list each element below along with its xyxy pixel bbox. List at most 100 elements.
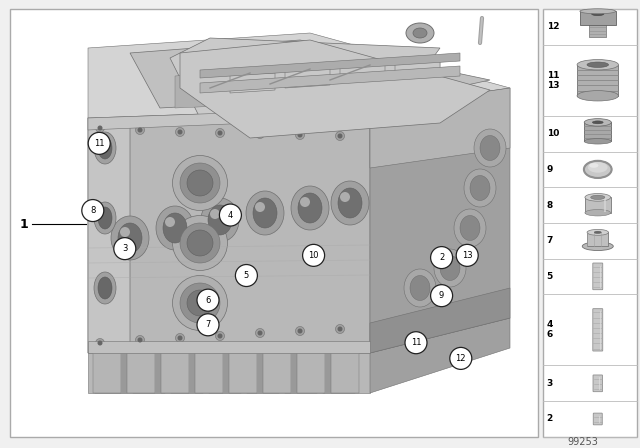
Polygon shape — [88, 108, 370, 130]
Ellipse shape — [120, 227, 130, 237]
Ellipse shape — [175, 128, 184, 137]
Ellipse shape — [296, 130, 305, 139]
Polygon shape — [171, 373, 203, 393]
Polygon shape — [200, 66, 460, 93]
Polygon shape — [170, 38, 440, 118]
Ellipse shape — [173, 155, 227, 211]
Ellipse shape — [94, 272, 116, 304]
Polygon shape — [331, 353, 359, 393]
Polygon shape — [323, 373, 355, 393]
Ellipse shape — [585, 210, 611, 216]
Ellipse shape — [593, 121, 603, 124]
Polygon shape — [370, 318, 510, 393]
Polygon shape — [88, 353, 370, 393]
Ellipse shape — [335, 132, 344, 141]
Ellipse shape — [585, 194, 611, 201]
Ellipse shape — [156, 206, 194, 250]
Polygon shape — [370, 88, 510, 353]
Polygon shape — [230, 73, 275, 93]
Ellipse shape — [470, 176, 490, 201]
Ellipse shape — [584, 138, 611, 144]
Ellipse shape — [589, 163, 598, 168]
Polygon shape — [88, 341, 370, 353]
Polygon shape — [88, 33, 510, 118]
Text: 10: 10 — [547, 129, 559, 138]
Ellipse shape — [337, 134, 342, 138]
Polygon shape — [209, 373, 241, 393]
Text: 4
6: 4 6 — [547, 320, 553, 339]
Ellipse shape — [331, 181, 369, 225]
Ellipse shape — [95, 339, 104, 348]
Polygon shape — [247, 373, 279, 393]
Text: 5: 5 — [244, 271, 249, 280]
Polygon shape — [130, 40, 490, 108]
Ellipse shape — [173, 215, 227, 271]
Ellipse shape — [165, 217, 175, 227]
Ellipse shape — [177, 129, 182, 134]
Ellipse shape — [175, 333, 184, 343]
Ellipse shape — [255, 328, 264, 337]
Polygon shape — [370, 288, 510, 353]
Ellipse shape — [587, 229, 609, 235]
Ellipse shape — [582, 242, 613, 250]
Bar — [584, 122, 611, 141]
Circle shape — [82, 199, 104, 222]
Ellipse shape — [591, 12, 604, 16]
Polygon shape — [223, 353, 229, 393]
Bar — [589, 24, 606, 37]
Polygon shape — [230, 70, 275, 105]
Polygon shape — [340, 64, 385, 99]
FancyBboxPatch shape — [593, 263, 603, 290]
Circle shape — [450, 347, 472, 370]
Text: 11
13: 11 13 — [547, 71, 559, 90]
Ellipse shape — [136, 336, 145, 345]
Polygon shape — [200, 53, 460, 78]
Ellipse shape — [474, 129, 506, 167]
Ellipse shape — [210, 209, 220, 219]
Bar — [587, 233, 609, 246]
Text: 2: 2 — [439, 253, 444, 262]
Text: 11: 11 — [94, 139, 104, 148]
Text: 1: 1 — [20, 217, 29, 231]
Circle shape — [456, 244, 478, 267]
Text: 8: 8 — [547, 201, 553, 210]
Ellipse shape — [111, 216, 149, 260]
Ellipse shape — [584, 119, 611, 126]
Polygon shape — [121, 353, 127, 393]
Polygon shape — [180, 40, 490, 138]
Ellipse shape — [410, 276, 430, 301]
Ellipse shape — [404, 269, 436, 307]
Ellipse shape — [595, 231, 601, 233]
Ellipse shape — [298, 193, 322, 223]
Ellipse shape — [406, 23, 434, 43]
Circle shape — [197, 289, 219, 311]
Ellipse shape — [98, 277, 112, 299]
Ellipse shape — [218, 130, 223, 135]
Circle shape — [236, 264, 257, 287]
Ellipse shape — [591, 195, 605, 199]
Bar — [580, 11, 616, 25]
Bar — [10, 9, 538, 437]
Text: 10: 10 — [308, 251, 319, 260]
Polygon shape — [155, 353, 161, 393]
Polygon shape — [133, 373, 165, 393]
Ellipse shape — [577, 60, 618, 70]
Circle shape — [220, 204, 241, 226]
FancyBboxPatch shape — [593, 309, 603, 351]
Polygon shape — [297, 353, 325, 393]
Ellipse shape — [187, 170, 213, 196]
Ellipse shape — [187, 230, 213, 256]
Ellipse shape — [464, 169, 496, 207]
Text: 7: 7 — [205, 320, 211, 329]
Polygon shape — [395, 61, 440, 96]
Ellipse shape — [218, 333, 223, 339]
Text: 6: 6 — [205, 296, 211, 305]
Bar — [577, 65, 618, 96]
Text: 5: 5 — [547, 272, 553, 281]
Ellipse shape — [257, 331, 262, 336]
Ellipse shape — [587, 62, 609, 68]
Ellipse shape — [118, 223, 142, 253]
Ellipse shape — [97, 340, 102, 345]
FancyBboxPatch shape — [593, 375, 602, 392]
Text: 3: 3 — [547, 379, 553, 388]
